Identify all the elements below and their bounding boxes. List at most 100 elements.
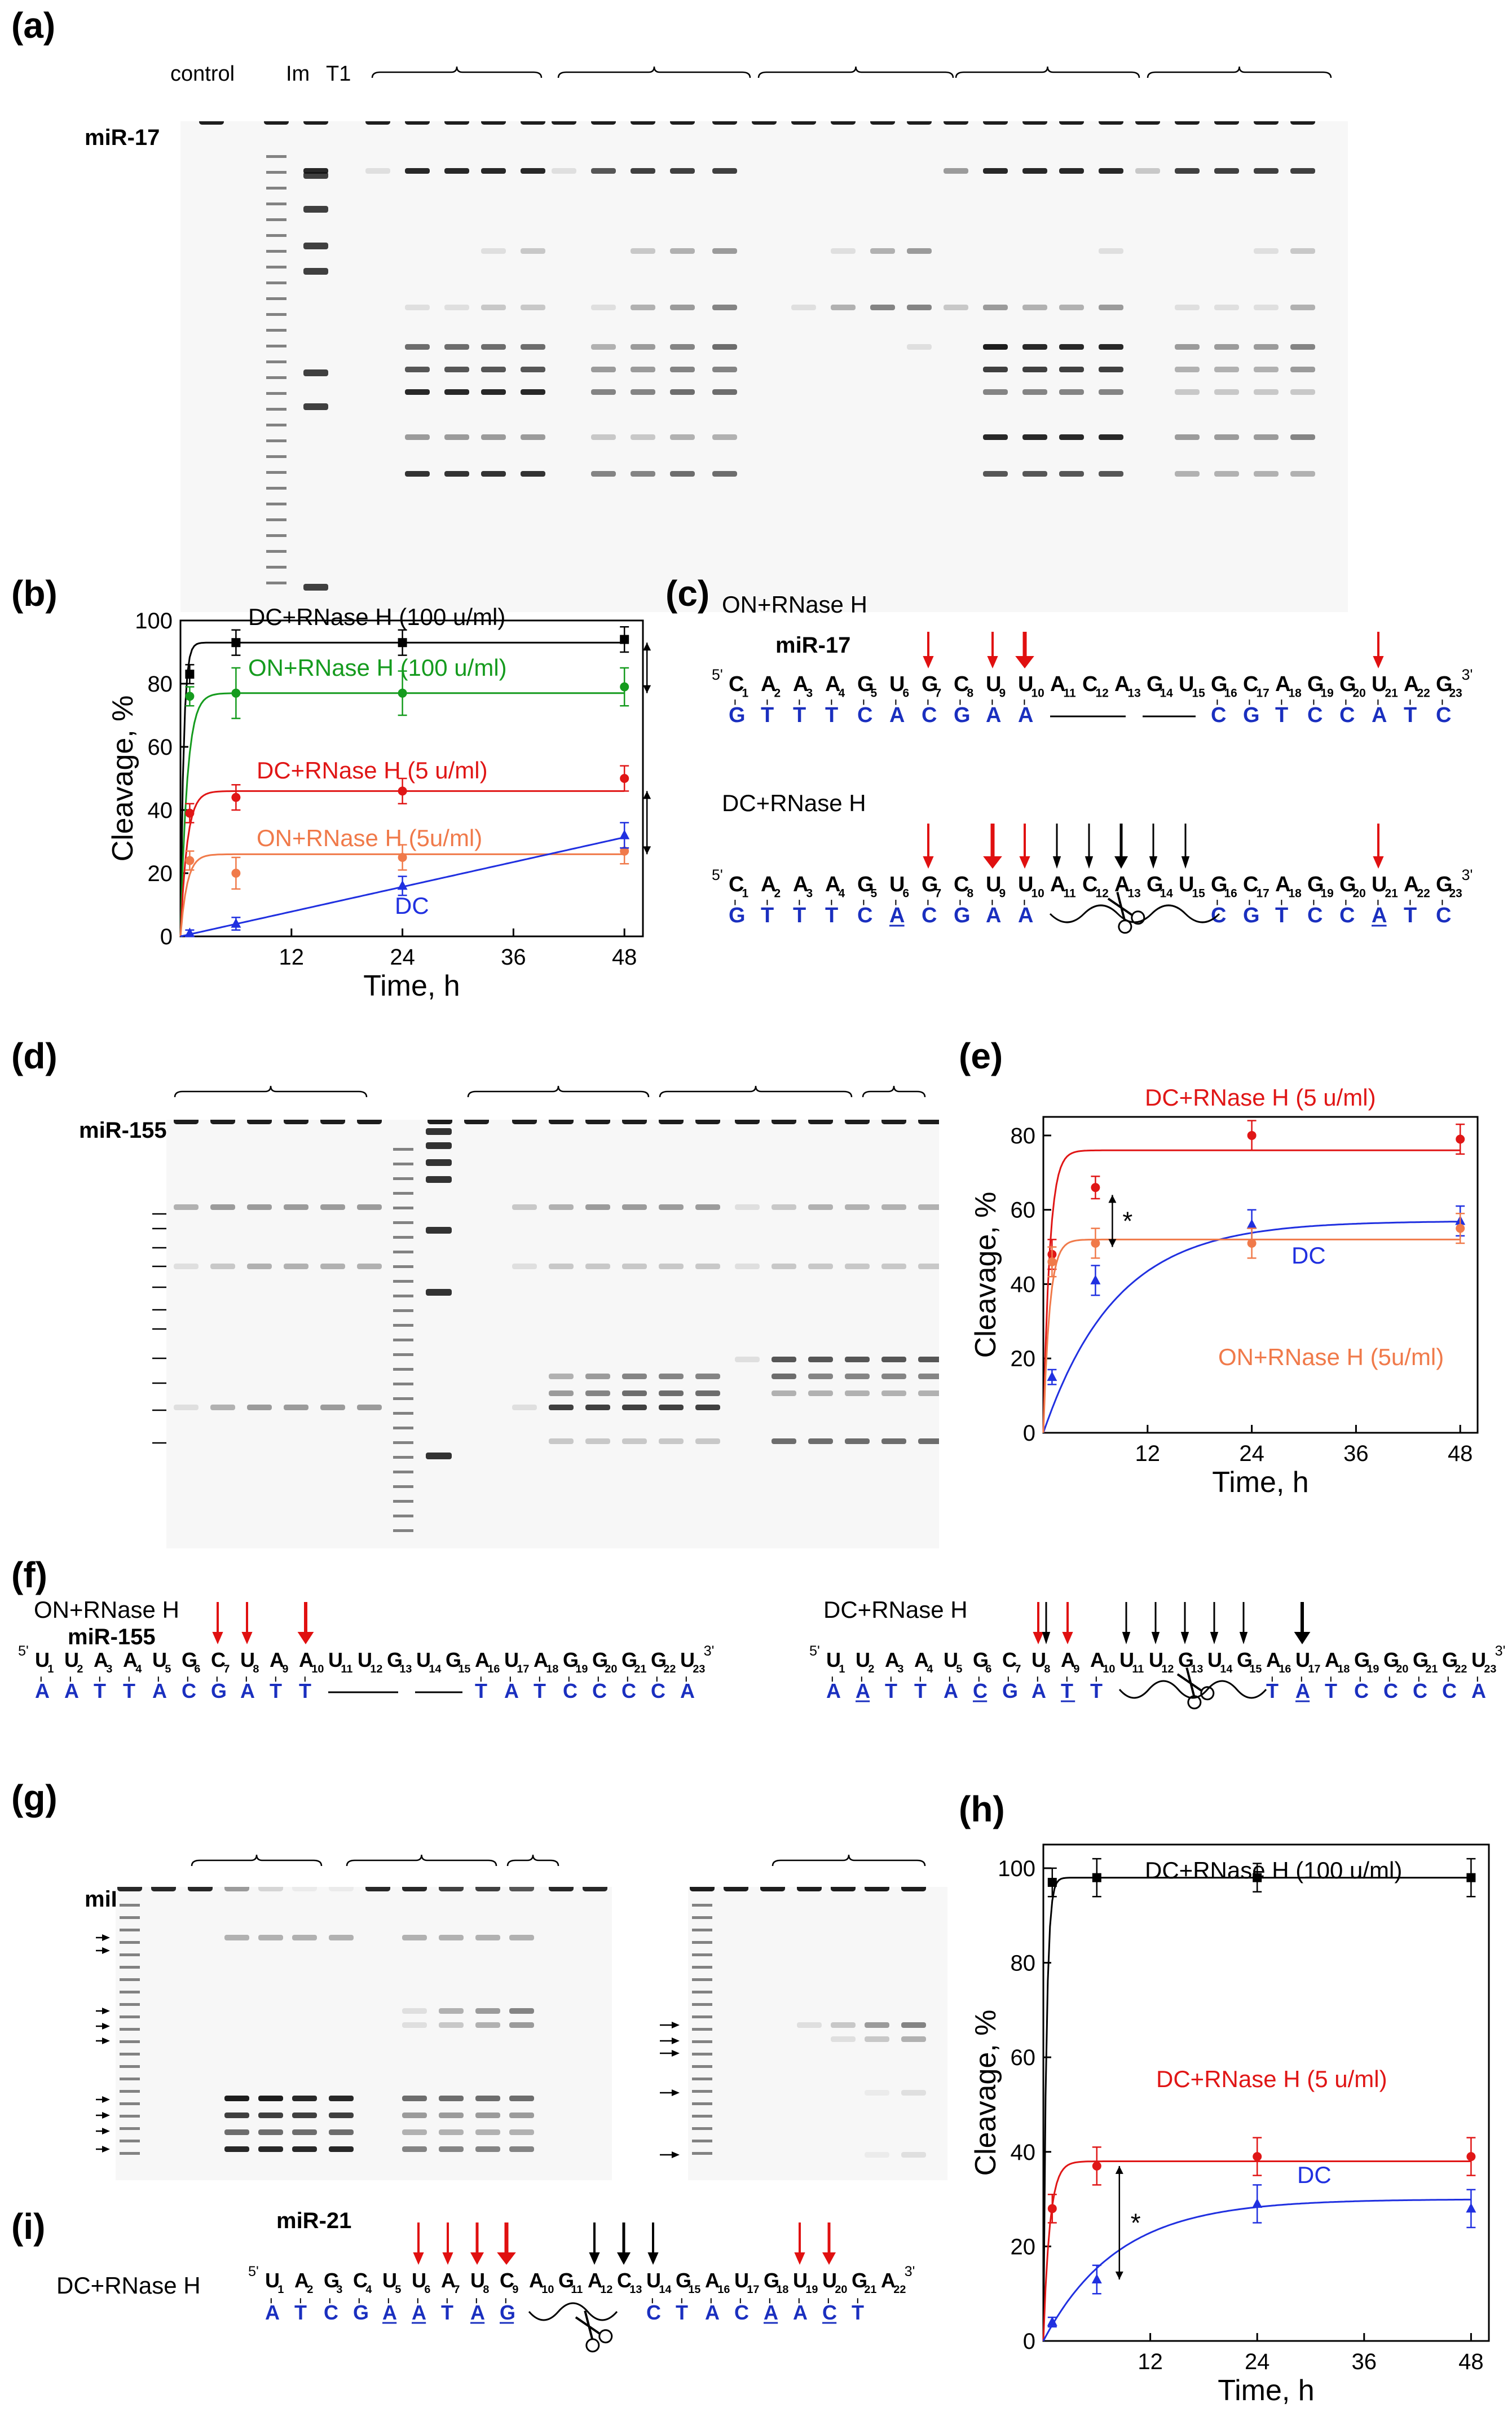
gel-band-14-2 bbox=[735, 1357, 760, 1362]
gel-band-27-2 bbox=[1290, 305, 1315, 310]
seq-c-dc-rna-idx-9: 10 bbox=[1031, 887, 1044, 900]
gel-band-11-4 bbox=[509, 2112, 534, 2118]
gel-background bbox=[688, 1887, 947, 2180]
gel-band-5-2 bbox=[444, 305, 469, 310]
seq-c-dc-rna-idx-19: 20 bbox=[1353, 887, 1366, 900]
gel-full-length-band-2 bbox=[247, 1120, 272, 1124]
gel-ladder-band-0 bbox=[120, 1916, 140, 1919]
seq-f-on-dna-r-nt-3: C bbox=[563, 1679, 578, 1702]
seq-i-rna-nt-10: G bbox=[558, 2269, 574, 2292]
gel-band-10-1 bbox=[475, 2008, 500, 2014]
gel-full-length-band-2 bbox=[760, 1887, 785, 1891]
gel-ladder-band-0 bbox=[393, 1485, 413, 1488]
seq-i-cut-1-head bbox=[442, 2252, 453, 2265]
gel-band-9-3 bbox=[439, 2096, 464, 2101]
gel-band-12-4 bbox=[712, 367, 737, 372]
gel-ladder-band-0 bbox=[266, 297, 286, 300]
gel-band-24-3 bbox=[1175, 344, 1200, 350]
significance-head bbox=[1115, 2272, 1123, 2280]
seq-f-dc-rna-idx-14: 15 bbox=[1249, 1663, 1262, 1675]
gel-ladder-band-0 bbox=[266, 171, 286, 174]
seq-f-dc-rna-nt-15: A bbox=[1266, 1648, 1281, 1671]
seq-i-rna-nt-9: A bbox=[529, 2269, 544, 2292]
seq-c-dc-rna-3prime: 3' bbox=[1462, 866, 1473, 883]
seq-f-on-rna-idx-9: 10 bbox=[311, 1663, 324, 1675]
gel-ladder-band-0 bbox=[266, 218, 286, 221]
gel-ladder-band-0 bbox=[120, 2028, 140, 2031]
group-brace-g-0 bbox=[191, 1854, 323, 1867]
gel-image-g-right bbox=[688, 1887, 947, 2180]
gel-band-16-1 bbox=[808, 1264, 833, 1269]
gel-band-19-7 bbox=[983, 471, 1008, 477]
seq-f-dc-rna-idx-5: 6 bbox=[985, 1663, 991, 1675]
gel-d-t1-band-4 bbox=[426, 1227, 452, 1234]
seq-f-dc-rna-nt-2: A bbox=[885, 1648, 900, 1671]
point-2-3 bbox=[1466, 2203, 1476, 2213]
gel-band-5-0 bbox=[865, 2022, 889, 2028]
seq-f-on-rna-idx-19: 20 bbox=[605, 1663, 617, 1675]
panel-letter-d: (d) bbox=[11, 1036, 58, 1076]
seq-i-rna-nt-7: U bbox=[470, 2269, 485, 2292]
gel-band-16-1 bbox=[870, 248, 895, 254]
gel-band-11-3 bbox=[509, 2096, 534, 2101]
seq-c-dc-rna-nt-10: A bbox=[1050, 873, 1065, 896]
gel-band-16-2 bbox=[870, 305, 895, 310]
gel-ladder-band-0 bbox=[692, 2102, 712, 2105]
seq-f-on-rna-nt-3: A bbox=[123, 1648, 138, 1671]
seq-f-dc-cut-2-head bbox=[1062, 1632, 1073, 1644]
gel-band-4-0 bbox=[320, 1204, 345, 1210]
point-1-2 bbox=[1246, 1219, 1257, 1229]
gel-band-10-1 bbox=[585, 1264, 610, 1269]
gel-band-15-1 bbox=[772, 1264, 796, 1269]
point-0-3 bbox=[620, 635, 629, 644]
seq-c-on-rna-nt-3: A bbox=[825, 672, 840, 696]
gel-ladder-band-0 bbox=[120, 1904, 140, 1907]
gel-background bbox=[116, 1887, 612, 2180]
seq-c-dc-rna-nt-17: A bbox=[1275, 873, 1290, 896]
gel-ladder-band-0 bbox=[692, 2090, 712, 2093]
gel-ladder-band-0 bbox=[120, 2127, 140, 2130]
gel-band-19-1 bbox=[918, 1264, 939, 1269]
gel-band-15-2 bbox=[831, 305, 856, 310]
gel-full-length-band-0 bbox=[199, 121, 224, 125]
gel-full-length-band-21 bbox=[1059, 121, 1084, 125]
gel-band-17-1 bbox=[907, 248, 932, 254]
gel-d-t1-band-3 bbox=[426, 1176, 452, 1183]
legend-label-2: ON+RNase H (5u/ml) bbox=[1218, 1344, 1444, 1370]
gel-full-length-band-18 bbox=[881, 1120, 906, 1124]
gel-band-9-7 bbox=[591, 471, 616, 477]
seq-f-on-rna-idx-8: 9 bbox=[282, 1663, 288, 1675]
seq-i-rna-idx-16: 17 bbox=[747, 2283, 759, 2296]
x-tick-label: 12 bbox=[1135, 1441, 1161, 1466]
sequence-diagram-f: 5' U1 U2 A3 A4 U5 G6 C7 U8 A9 A10 U11 U12 G13 U14 G15 A1… bbox=[18, 1602, 1505, 1710]
seq-c-on-rna-idx-4: 5 bbox=[871, 687, 878, 700]
x-tick-label: 48 bbox=[612, 945, 637, 970]
gel-band-12-5 bbox=[659, 1405, 684, 1410]
seq-c-on-rna-idx-0: 1 bbox=[742, 687, 749, 700]
seq-c-on-rna-idx-14: 15 bbox=[1192, 687, 1206, 700]
gel-band-3-0 bbox=[797, 2022, 822, 2028]
seq-c-on-rna-nt-19: G bbox=[1339, 672, 1356, 696]
gel-band-26-6 bbox=[1254, 434, 1279, 440]
seq-f-on-rna-nt-9: A bbox=[299, 1648, 314, 1671]
gel-band-5-0 bbox=[292, 1935, 317, 1940]
seq-f-dc-dna-r-nt-3: C bbox=[1354, 1679, 1369, 1702]
gel-band-4-0 bbox=[405, 168, 430, 174]
gel-band-20-7 bbox=[1022, 471, 1047, 477]
gel-band-9-6 bbox=[549, 1438, 574, 1444]
seq-i-cut-0-head bbox=[413, 2252, 424, 2265]
gel-band-13-1 bbox=[695, 1264, 720, 1269]
fit-curve-0 bbox=[1042, 1149, 1461, 1433]
seq-i-rna-idx-5: 6 bbox=[424, 2283, 430, 2296]
seq-i-dna-l-nt-6: T bbox=[441, 2301, 453, 2324]
gel-band-21-7 bbox=[1059, 471, 1084, 477]
seq-c-dc-rna-nt-4: G bbox=[857, 873, 874, 896]
gel-full-length-band-0 bbox=[174, 1120, 199, 1124]
seq-i-dna-r-nt-3: C bbox=[734, 2301, 749, 2324]
seq-c-dc-dna-r-nt-4: C bbox=[1339, 904, 1355, 927]
seq-c-scissors bbox=[1107, 891, 1145, 934]
gel-ladder-band-0 bbox=[266, 203, 286, 205]
marker-arrow-head-g-2 bbox=[102, 2008, 110, 2014]
seq-f-dc-rna-idx-22: 23 bbox=[1484, 1663, 1496, 1675]
y-tick-label: 0 bbox=[160, 925, 173, 949]
